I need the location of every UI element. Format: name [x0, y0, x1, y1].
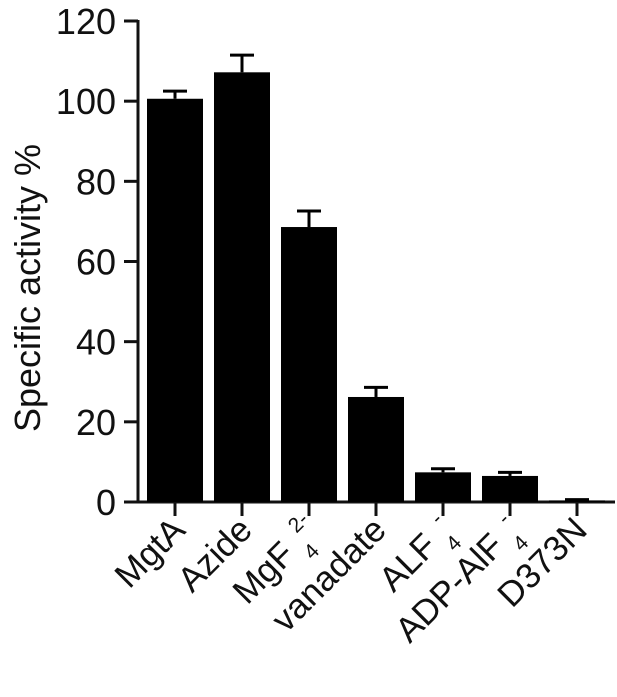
category-labels: MgtAAzideMgF42-vanadateALF4-ADP-AlF4-D37…: [107, 508, 594, 650]
bar: [214, 72, 270, 502]
bar: [281, 227, 337, 503]
bar: [348, 396, 404, 502]
bar: [549, 500, 605, 502]
y-axis-label: Specific activity %: [7, 144, 48, 432]
y-tick-label: 20: [76, 402, 116, 443]
y-tick-label: 120: [56, 1, 116, 42]
bars: [147, 53, 605, 503]
y-axis: 0 20 40 60 80 100 120: [56, 1, 140, 523]
bar: [415, 472, 471, 502]
y-tick-label: 100: [56, 81, 116, 122]
y-tick-label: 60: [76, 242, 116, 283]
y-tick-label: 0: [96, 482, 116, 523]
bar: [482, 475, 538, 502]
bar: [147, 98, 203, 503]
y-tick-label: 40: [76, 322, 116, 363]
y-tick-label: 80: [76, 161, 116, 202]
x-axis: [136, 500, 615, 516]
